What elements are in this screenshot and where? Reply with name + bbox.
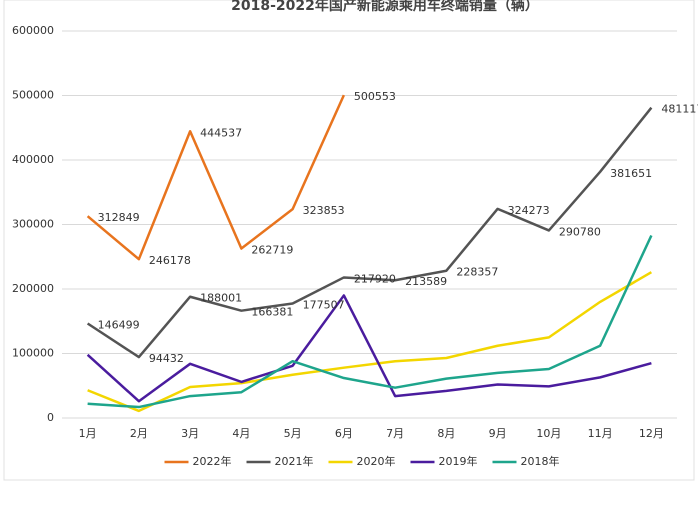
- legend-label: 2020年: [357, 454, 396, 468]
- series-line: [86, 294, 652, 403]
- x-tick-label: 2月: [130, 427, 148, 440]
- chart-frame: [3, 0, 695, 481]
- x-tick-label: 6月: [335, 427, 353, 440]
- y-tick-label: 500000: [12, 89, 54, 102]
- data-label: 500553: [354, 90, 396, 103]
- x-tick-label: 4月: [232, 427, 250, 440]
- data-label: 381651: [610, 167, 652, 180]
- series-line: [86, 106, 653, 359]
- series-line: [87, 234, 653, 409]
- x-tick-label: 8月: [437, 427, 455, 440]
- y-tick-label: 100000: [12, 347, 54, 360]
- legend-label: 2018年: [521, 454, 560, 468]
- x-tick-label: 11月: [588, 427, 613, 440]
- data-label: 146499: [98, 319, 140, 332]
- data-label: 481117: [661, 103, 698, 116]
- legend-label: 2021年: [275, 454, 314, 468]
- data-label: 262719: [251, 244, 293, 257]
- data-label: 246178: [149, 254, 191, 267]
- data-label: 290780: [559, 225, 601, 238]
- x-tick-label: 7月: [386, 427, 404, 440]
- x-tick-label: 10月: [536, 427, 561, 440]
- data-label: 177507: [303, 299, 345, 312]
- x-tick-label: 3月: [181, 427, 199, 440]
- legend-label: 2022年: [193, 454, 232, 468]
- data-label: 94432: [149, 352, 184, 365]
- data-label: 166381: [251, 306, 293, 319]
- data-label: 213589: [405, 275, 447, 288]
- y-tick-label: 200000: [12, 282, 54, 295]
- x-tick-label: 5月: [284, 427, 302, 440]
- y-tick-label: 400000: [12, 153, 54, 166]
- x-tick-label: 12月: [639, 427, 664, 440]
- chart-title: 2018-2022年国产新能源乘用车终端销量（辆）: [231, 0, 539, 14]
- legend-label: 2019年: [439, 454, 478, 468]
- series-line: [87, 271, 653, 413]
- x-tick-label: 1月: [79, 427, 97, 440]
- data-label: 324273: [508, 204, 550, 217]
- y-tick-label: 0: [47, 411, 54, 424]
- data-label: 228357: [456, 266, 498, 279]
- data-label: 217920: [354, 272, 396, 285]
- data-label: 444537: [200, 126, 242, 139]
- y-tick-label: 600000: [12, 24, 54, 37]
- data-label: 188001: [200, 292, 242, 305]
- data-label: 312849: [98, 211, 140, 224]
- series-line: [86, 94, 346, 261]
- y-tick-label: 300000: [12, 218, 54, 231]
- x-tick-label: 9月: [489, 427, 507, 440]
- data-label: 323853: [303, 204, 345, 217]
